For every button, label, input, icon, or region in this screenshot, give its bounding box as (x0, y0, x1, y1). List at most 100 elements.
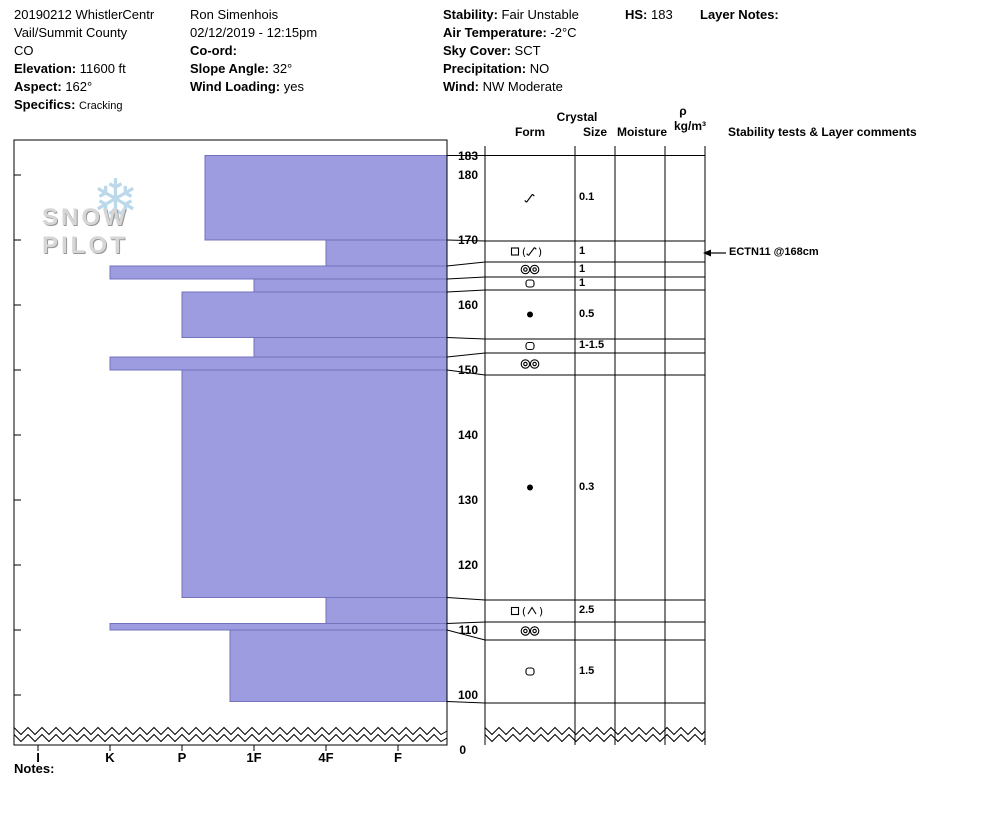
header-pit-info: 20190212 WhistlerCentr Vail/Summit Count… (14, 6, 154, 114)
layer-connector-line (446, 597, 486, 601)
snowpilot-logo: ❄ SNOW PILOT (42, 172, 222, 260)
depth-tick-label: 120 (457, 558, 478, 572)
layer-connector-line (446, 369, 486, 376)
wind-loading-label: Wind Loading: (190, 79, 281, 94)
grain-form-melt-crust-icon (532, 361, 537, 367)
layer-connector-line (446, 629, 486, 641)
observation-datetime: 02/12/2019 - 12:15pm (190, 25, 318, 40)
slope-angle-value: 32° (272, 61, 293, 76)
ground-depth-label: 0 (459, 743, 466, 757)
grain-form-rounded-grain-icon (527, 311, 533, 318)
sky-cover-value: SCT (514, 43, 541, 58)
grain-size-label: 1 (579, 244, 586, 257)
grain-form-rounded-facet-icon (525, 667, 535, 676)
grain-form-melt-crust-icon (532, 628, 537, 634)
wind-row: Wind: NW Moderate (443, 78, 579, 96)
header-observer-info: Ron Simenhois 02/12/2019 - 12:15pm Co-or… (190, 6, 317, 96)
grain-form-melt-crust-icon (529, 626, 540, 636)
snowpilot-logo-text: SNOW PILOT (42, 204, 129, 259)
grain-form-melt-crust-icon (523, 361, 528, 367)
snow-layer-bar (253, 337, 448, 358)
depth-break-zigzag (484, 726, 706, 736)
form-header: Form (515, 125, 545, 139)
density-symbol-header: ρ (679, 104, 687, 118)
grain-size-label: 1 (579, 276, 586, 289)
wind-loading-value: yes (283, 79, 304, 94)
crystal-header: Crystal (556, 110, 598, 124)
depth-break-zigzag (13, 733, 448, 743)
hardness-tick-label: P (177, 750, 187, 765)
grain-form-melt-crust-icon (520, 264, 531, 275)
grain-form-melt-crust-icon (520, 626, 531, 636)
grain-size-label: 1 (579, 262, 586, 275)
specifics-label: Specifics: (14, 97, 76, 112)
observer-name: Ron Simenhois (190, 7, 279, 22)
snow-layer-bar (109, 356, 448, 371)
layer-connector-line (446, 701, 486, 704)
chart-border (13, 139, 448, 746)
depth-break-zigzag (13, 726, 448, 736)
hardness-tick-label: K (105, 750, 115, 765)
pit-name: 20190212 WhistlerCentr (14, 7, 155, 22)
depth-tick-label: 100 (457, 688, 478, 702)
snow-layer-bar (229, 629, 448, 702)
hardness-tick-label: I (36, 750, 40, 765)
stability-test-label: ECTN11 @168cm (729, 246, 819, 258)
depth-tick-label: 140 (457, 428, 478, 442)
aspect-value: 162° (65, 79, 93, 94)
layer-connector-line (446, 352, 486, 358)
layer-connector-line (446, 239, 486, 242)
hs-value: 183 (651, 7, 673, 22)
air-temp-label: Air Temperature: (443, 25, 547, 40)
grain-form-paren: ) (539, 605, 543, 618)
wind-value: NW Moderate (482, 79, 563, 94)
stability-test-arrowhead-icon (703, 249, 711, 257)
air-temp-row: Air Temperature: -2°C (443, 24, 579, 42)
hs-label: HS: (625, 7, 648, 22)
header-conditions: Stability: Fair Unstable Air Temperature… (443, 6, 579, 96)
slope-angle-row: Slope Angle: 32° (190, 60, 317, 78)
grain-form-melt-crust-icon (523, 628, 528, 634)
grain-form-rounded-facet-icon (525, 341, 535, 351)
moisture-header: Moisture (616, 125, 667, 139)
depth-tick-label: 110 (458, 623, 478, 637)
elevation-value: 11600 ft (79, 61, 126, 76)
elevation-row: Elevation: 11600 ft (14, 60, 154, 78)
layer-connector-line (446, 276, 486, 280)
aspect-label: Aspect: (14, 79, 62, 94)
stability-value: Fair Unstable (501, 7, 579, 22)
grain-form-melt-crust-icon (529, 359, 540, 369)
grain-form-melt-crust-icon (520, 359, 531, 369)
wind-loading-row: Wind Loading: yes (190, 78, 317, 96)
depth-tick-label: 150 (457, 363, 478, 377)
snow-layer-bar (325, 597, 448, 624)
depth-tick-label: 183 (457, 148, 478, 163)
aspect-row: Aspect: 162° (14, 78, 154, 96)
grain-form-facet-icon (510, 606, 520, 616)
precipitation-row: Precipitation: NO (443, 60, 579, 78)
grain-form-melt-crust-icon (523, 267, 528, 272)
grain-size-label: 1-1.5 (579, 339, 605, 351)
depth-tick-label: 130 (457, 493, 478, 507)
wind-label: Wind: (443, 79, 479, 94)
grain-form-melt-crust-icon (529, 264, 540, 275)
size-header: Size (582, 125, 607, 139)
stability-label: Stability: (443, 7, 498, 22)
slope-angle-label: Slope Angle: (190, 61, 269, 76)
coord-label: Co-ord: (190, 43, 237, 58)
snow-layer-bar (109, 623, 448, 631)
grain-form-facet-icon (510, 247, 520, 256)
snow-layer-bar (109, 265, 448, 280)
pit-region: Vail/Summit County (14, 25, 128, 40)
pit-state: CO (14, 43, 34, 58)
layer-connector-line (446, 289, 486, 293)
sky-cover-row: Sky Cover: SCT (443, 42, 579, 60)
stability-row: Stability: Fair Unstable (443, 6, 579, 24)
specifics-value: Cracking (79, 100, 123, 112)
grain-form-decomposing-icon (524, 193, 535, 203)
grain-form-rounded-facet-icon (525, 279, 535, 288)
precipitation-label: Precipitation: (443, 61, 527, 76)
grain-size-label: 1.5 (579, 664, 595, 677)
snow-layer-bar (204, 155, 448, 241)
snow-layer-bar (181, 291, 448, 338)
